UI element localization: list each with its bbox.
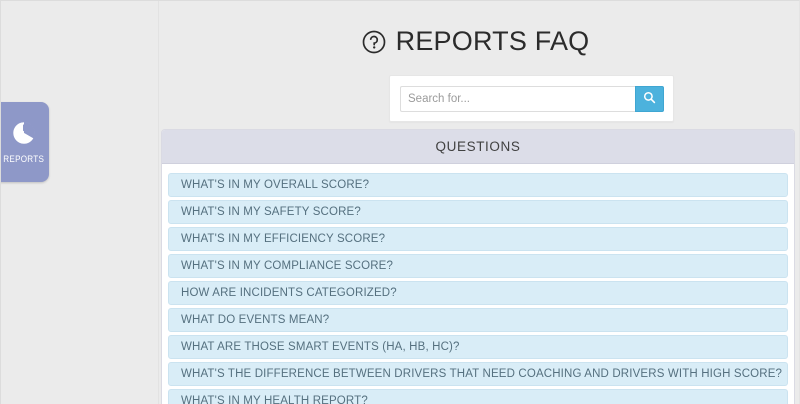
search-card [389, 75, 674, 122]
questions-list: WHAT'S IN MY OVERALL SCORE? WHAT'S IN MY … [162, 164, 794, 404]
question-item[interactable]: WHAT ARE THOSE SMART EVENTS (HA, HB, HC)… [168, 335, 788, 359]
question-item[interactable]: HOW ARE INCIDENTS CATEGORIZED? [168, 281, 788, 305]
question-item[interactable]: WHAT'S IN MY EFFICIENCY SCORE? [168, 227, 788, 251]
question-item[interactable]: WHAT DO EVENTS MEAN? [168, 308, 788, 332]
question-item-label: WHAT'S THE DIFFERENCE BETWEEN DRIVERS TH… [181, 368, 783, 380]
page-title: REPORTS FAQ [161, 23, 789, 59]
question-item[interactable]: WHAT'S IN MY COMPLIANCE SCORE? [168, 254, 788, 278]
questions-panel-header: QUESTIONS [162, 130, 794, 164]
question-item-label: WHAT'S IN MY OVERALL SCORE? [181, 179, 370, 191]
question-item[interactable]: WHAT'S IN MY SAFETY SCORE? [168, 200, 788, 224]
question-item-label: WHAT'S IN MY COMPLIANCE SCORE? [181, 260, 394, 272]
question-item-label: WHAT ARE THOSE SMART EVENTS (HA, HB, HC)… [181, 341, 460, 353]
content-divider [158, 1, 159, 404]
search-button[interactable] [635, 85, 664, 112]
question-item[interactable]: WHAT'S IN MY OVERALL SCORE? [168, 173, 788, 197]
search-group [400, 85, 664, 112]
pie-chart-icon [11, 120, 37, 151]
sidebar-tab-label: REPORTS [3, 154, 45, 164]
question-item-label: WHAT'S IN MY HEALTH REPORT? [181, 395, 368, 404]
question-item-label: WHAT DO EVENTS MEAN? [181, 314, 330, 326]
search-icon [643, 91, 656, 107]
sidebar-tab-reports[interactable]: REPORTS [1, 102, 49, 182]
question-item-label: HOW ARE INCIDENTS CATEGORIZED? [181, 287, 397, 299]
question-circle-icon [361, 29, 387, 55]
question-item-label: WHAT'S IN MY SAFETY SCORE? [181, 206, 361, 218]
question-item[interactable]: WHAT'S IN MY HEALTH REPORT? [168, 389, 788, 404]
question-item[interactable]: WHAT'S THE DIFFERENCE BETWEEN DRIVERS TH… [168, 362, 788, 386]
page-title-text: REPORTS FAQ [395, 25, 590, 56]
questions-panel-header-label: QUESTIONS [435, 139, 521, 154]
search-input[interactable] [400, 85, 635, 112]
questions-panel: QUESTIONS WHAT'S IN MY OVERALL SCORE? WHA… [161, 129, 795, 404]
question-item-label: WHAT'S IN MY EFFICIENCY SCORE? [181, 233, 386, 245]
